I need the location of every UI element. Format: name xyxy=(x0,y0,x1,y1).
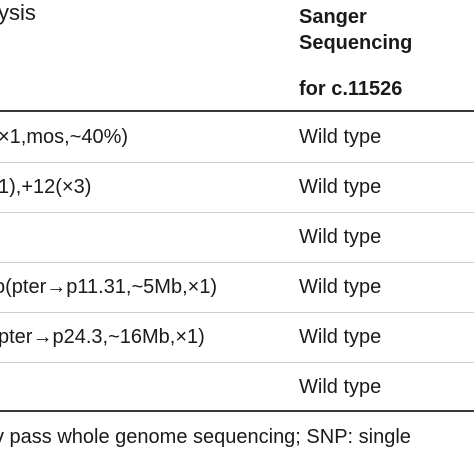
table-cell: ×1,mos,~40%) xyxy=(0,126,129,148)
table-cell: Wild type xyxy=(299,376,382,398)
table-cell: Wild type xyxy=(299,176,382,198)
table-cell: o(pter→p11.31,~5Mb,×1) xyxy=(0,276,218,298)
table-cell: Wild type xyxy=(299,326,382,348)
header-line: Sequencing xyxy=(299,32,413,54)
table-row: ×1,mos,~40%) Wild type xyxy=(0,112,474,162)
header-line: for c.11526 xyxy=(299,78,403,100)
table-row: 1),+12(×3) Wild type xyxy=(0,162,474,212)
table-row: pter→p24.3,~16Mb,×1) Wild type xyxy=(0,312,474,362)
table-cell: Wild type xyxy=(299,126,382,148)
row-divider xyxy=(0,162,474,163)
table-row: Wild type xyxy=(0,362,474,412)
row-divider xyxy=(0,212,474,213)
table-cell: 1),+12(×3) xyxy=(0,176,92,198)
table-cell: pter→p24.3,~16Mb,×1) xyxy=(0,326,205,348)
table-footnote: v pass whole genome sequencing; SNP: sin… xyxy=(0,426,411,448)
header-divider xyxy=(0,110,474,112)
table-bottom-border xyxy=(0,410,474,412)
table-cell: Wild type xyxy=(299,226,382,248)
column-header-analysis: ysis xyxy=(0,0,36,25)
header-line: Sanger xyxy=(299,6,367,28)
column-header-sanger: Sanger Sequencing for c.11526 xyxy=(299,4,413,100)
table-row: Wild type xyxy=(0,212,474,262)
table-row: o(pter→p11.31,~5Mb,×1) Wild type xyxy=(0,262,474,312)
row-divider xyxy=(0,262,474,263)
row-divider xyxy=(0,362,474,363)
table-cell: Wild type xyxy=(299,276,382,298)
row-divider xyxy=(0,312,474,313)
